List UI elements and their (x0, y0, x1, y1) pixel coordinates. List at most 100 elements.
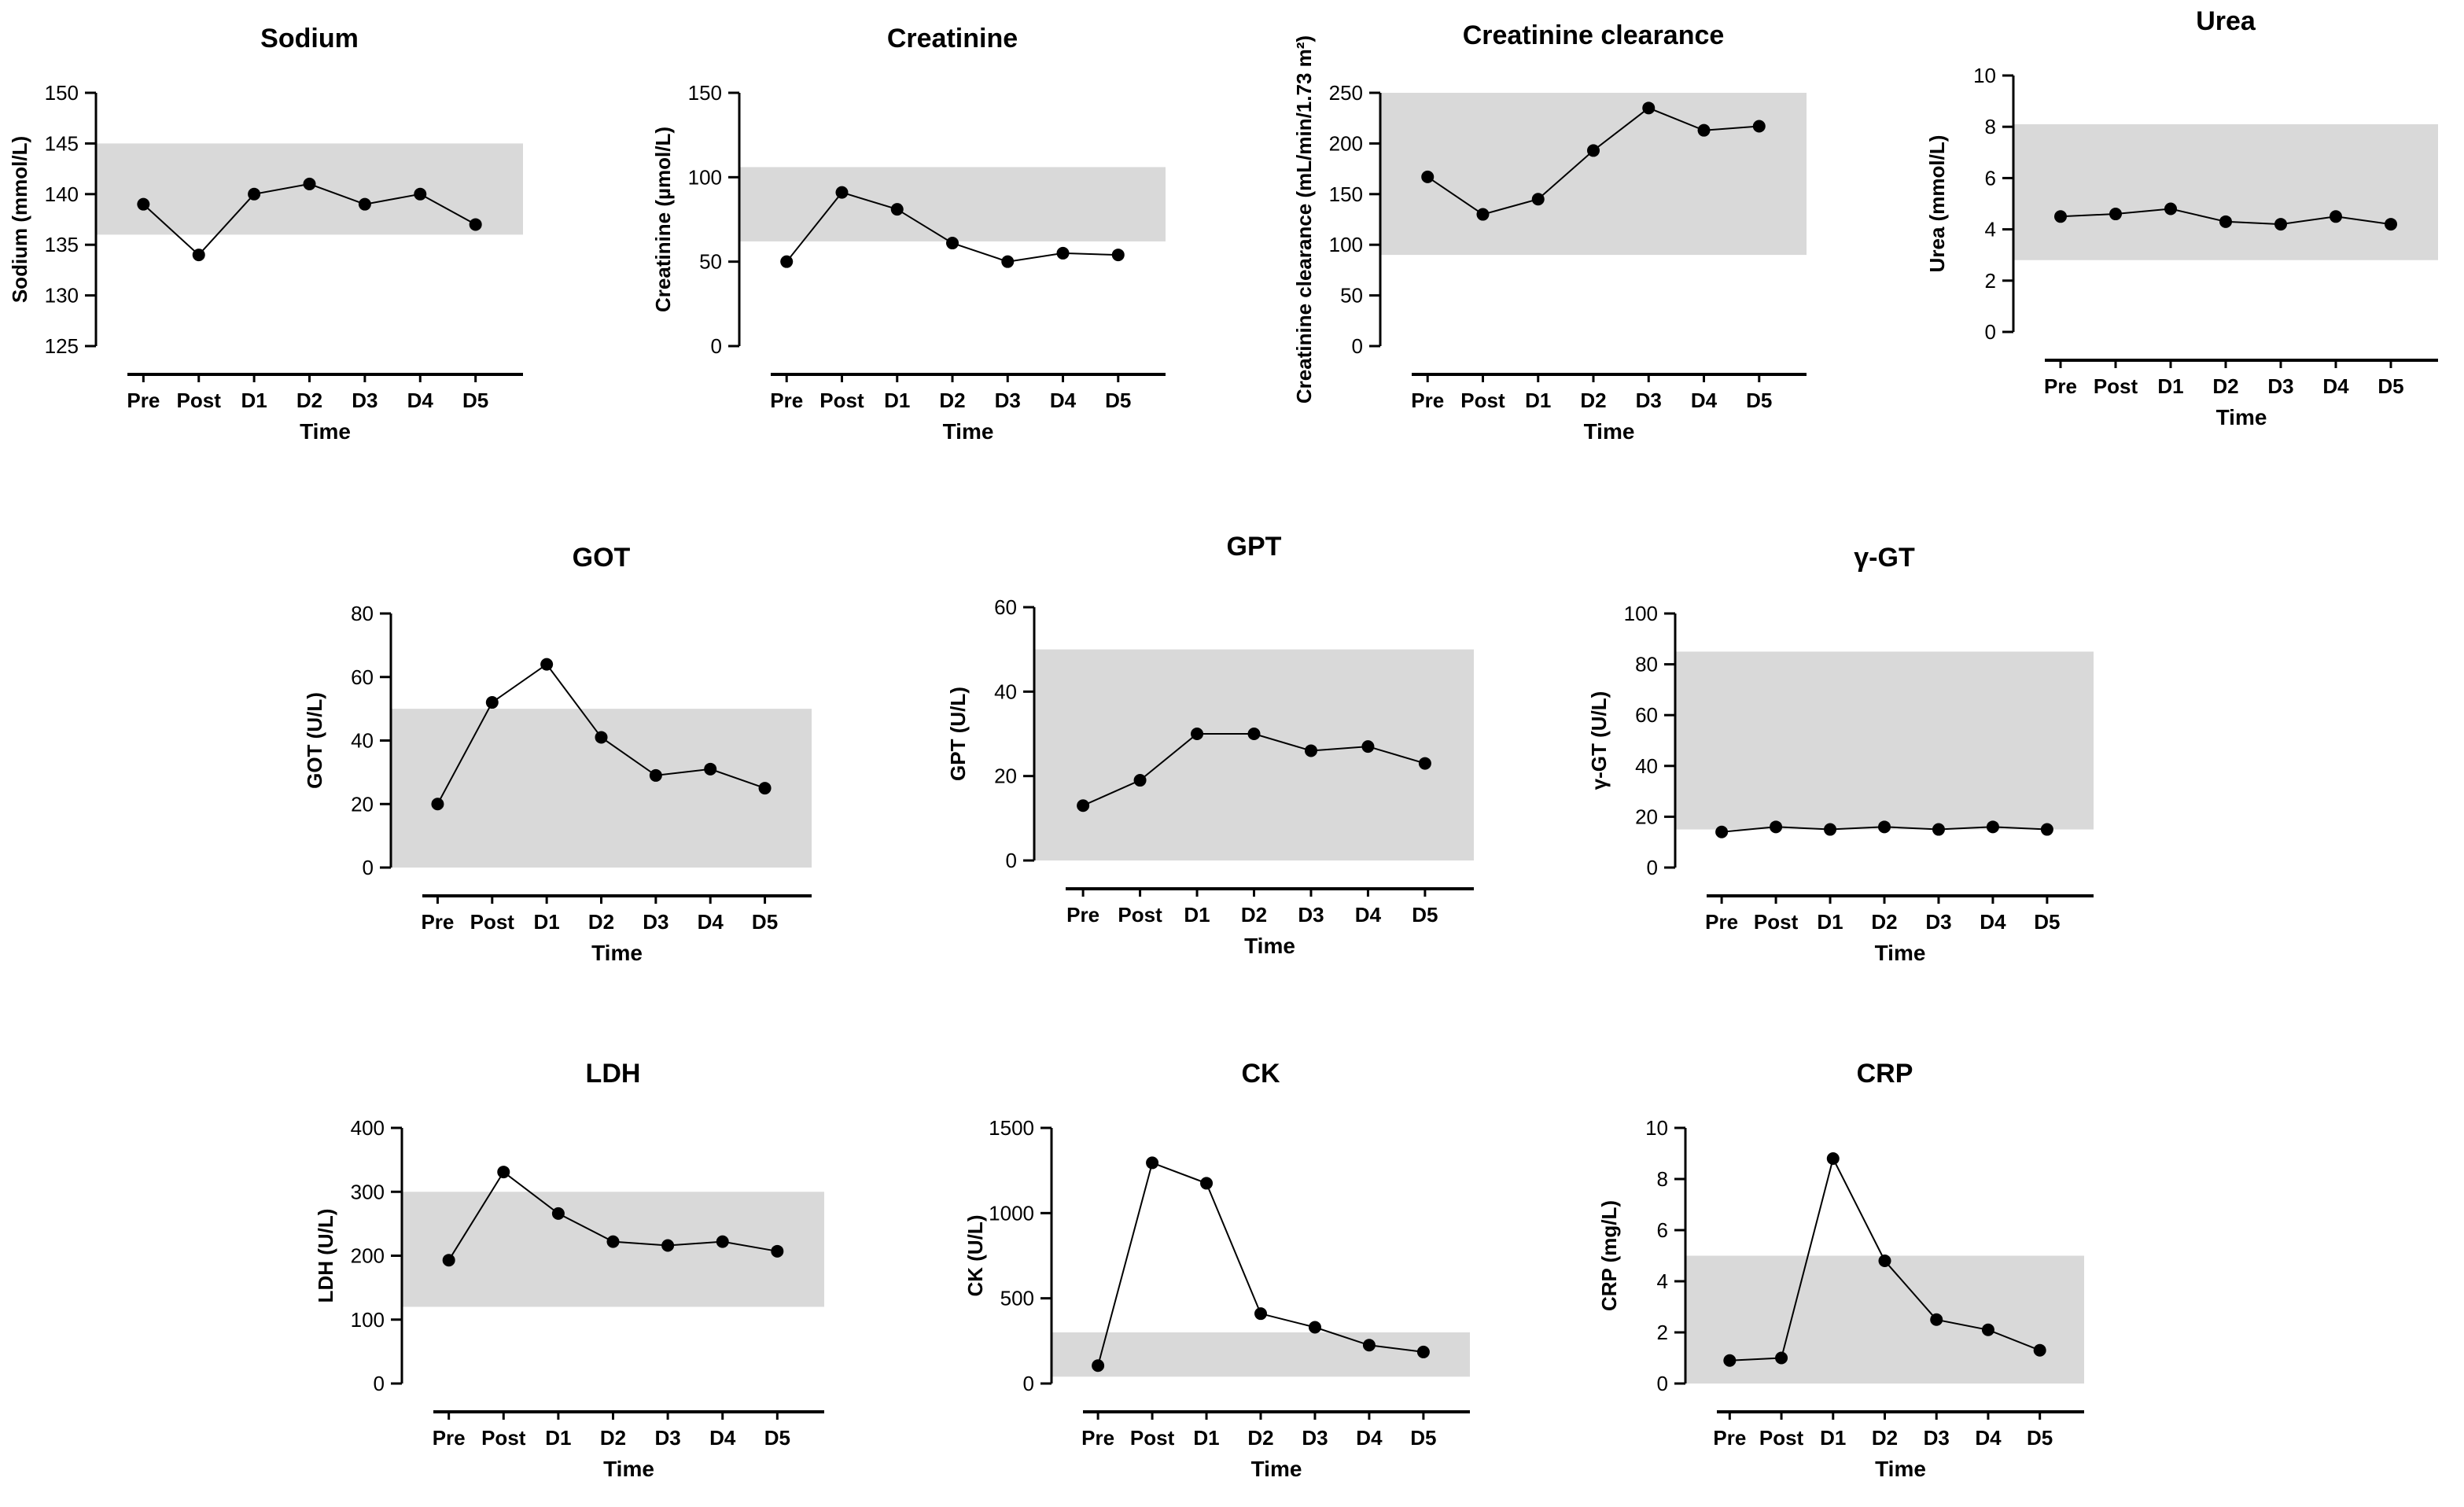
data-point (414, 187, 427, 201)
data-point (1001, 255, 1015, 268)
x-tick-label: D5 (752, 910, 778, 934)
data-point (137, 197, 150, 211)
x-tick-label: D4 (1975, 1426, 2002, 1450)
data-point (1932, 823, 1945, 836)
y-tick-label: 300 (351, 1180, 385, 1203)
data-point (661, 1239, 675, 1252)
y-tick-label: 0 (1006, 849, 1017, 872)
y-tick-label: 100 (1329, 233, 1363, 256)
y-tick-label: 60 (994, 595, 1017, 619)
x-axis-label: Time (1875, 941, 1926, 965)
data-point (303, 177, 316, 190)
x-tick-label: D2 (939, 389, 965, 412)
data-point (835, 186, 849, 199)
reference-range-band (1380, 93, 1807, 256)
reference-range-band (1675, 651, 2094, 830)
data-point (1247, 728, 1261, 740)
data-point (1421, 170, 1435, 183)
chart-ldh: 0 100 200 300 400 Pre Post D1 D2 D3 D4 D5 Time LDH (U… (314, 1059, 824, 1481)
x-tick-label: D2 (588, 910, 614, 934)
x-tick-label: D2 (1872, 1426, 1898, 1450)
chart-title: γ-GT (1854, 543, 1915, 573)
data-point (1416, 1345, 1430, 1358)
x-tick-label: D3 (1298, 903, 1324, 927)
data-point (595, 731, 608, 744)
data-point (2109, 208, 2122, 221)
data-point (2330, 210, 2342, 223)
chart-gpt: 0 20 40 60 Pre Post D1 D2 D3 D4 D5 Time GPT (U/L) GPT (946, 532, 1474, 958)
data-point (1775, 1351, 1788, 1365)
y-tick-label: 4 (1657, 1269, 1668, 1293)
y-axis-label: Sodium (mmol/L) (8, 136, 31, 303)
data-point (1254, 1307, 1267, 1321)
data-point (890, 203, 904, 216)
x-tick-label: D2 (1241, 903, 1267, 927)
data-point (1878, 1255, 1891, 1267)
x-tick-label: D3 (352, 389, 378, 412)
chart-got: 0 20 40 60 80 Pre Post D1 D2 D3 D4 D5 Time GOT (U/L) G… (303, 543, 812, 965)
data-point (2164, 202, 2177, 216)
x-tick-label: Post (1759, 1426, 1804, 1450)
x-tick-label: D4 (407, 389, 434, 412)
y-tick-label: 8 (1657, 1167, 1668, 1191)
data-point (780, 255, 794, 268)
chart-sodium: 125 130 135 140 145 150 Pre Post D1 D2 D3 D4 D5 Time S… (8, 24, 523, 444)
y-tick-label: 150 (45, 81, 79, 105)
data-point (1770, 820, 1783, 834)
x-tick-label: D5 (1412, 903, 1438, 927)
y-tick-label: 40 (1635, 754, 1658, 778)
x-tick-label: Post (1130, 1426, 1175, 1450)
x-tick-label: D1 (2157, 374, 2183, 398)
data-point (1752, 120, 1766, 133)
y-tick-label: 40 (994, 680, 1017, 703)
data-point (1362, 1339, 1376, 1352)
x-tick-label: D4 (1356, 1426, 1383, 1450)
y-tick-label: 50 (1340, 284, 1363, 308)
y-tick-label: 145 (45, 131, 79, 155)
chart-title: Sodium (260, 24, 359, 53)
y-axis-label: LDH (U/L) (314, 1209, 337, 1303)
x-tick-label: Pre (1411, 389, 1444, 412)
y-tick-label: 250 (1329, 81, 1363, 105)
data-point (704, 762, 717, 776)
chart-creatinine-clearance: 0 50 100 150 200 250 Pre Post D1 D2 D3 D4 D5 Time Crea… (1292, 20, 1807, 444)
y-tick-label: 200 (351, 1244, 385, 1268)
y-tick-label: 100 (351, 1308, 385, 1332)
x-tick-label: Pre (421, 910, 454, 934)
y-tick-label: 1000 (989, 1201, 1034, 1225)
y-tick-label: 0 (1352, 334, 1363, 358)
reference-range-band (402, 1192, 824, 1307)
x-tick-label: D1 (1193, 1426, 1219, 1450)
reference-range-band (739, 167, 1166, 241)
data-point (1930, 1313, 1943, 1326)
chart-title: LDH (586, 1059, 641, 1089)
y-axis-label: CK (U/L) (963, 1215, 987, 1297)
y-tick-label: 40 (351, 729, 374, 753)
x-tick-label: Post (1754, 910, 1799, 934)
data-point (1826, 1152, 1840, 1165)
data-point (1642, 101, 1656, 115)
y-axis-label: Urea (mmol/L) (1925, 135, 1949, 273)
x-tick-label: D2 (1247, 1426, 1273, 1450)
x-tick-label: D4 (709, 1426, 736, 1450)
x-tick-label: D2 (600, 1426, 626, 1450)
x-tick-label: Post (2094, 374, 2138, 398)
x-tick-label: Pre (1081, 1426, 1114, 1450)
y-axis-label: Creatinine clearance (mL/min/1.73 m²) (1292, 35, 1316, 403)
x-tick-label: Post (470, 910, 515, 934)
x-tick-label: D5 (1746, 389, 1772, 412)
x-tick-label: D4 (1050, 389, 1077, 412)
data-point (1191, 728, 1204, 740)
x-axis-label: Time (1875, 1457, 1926, 1481)
data-point (2054, 210, 2067, 223)
x-tick-label: Post (177, 389, 222, 412)
chart-title: Creatinine (887, 24, 1018, 53)
y-tick-label: 6 (1657, 1218, 1668, 1242)
x-tick-label: D3 (643, 910, 668, 934)
data-point (1304, 744, 1317, 757)
y-tick-label: 0 (363, 856, 374, 879)
y-tick-label: 60 (1635, 703, 1658, 727)
data-point (946, 237, 959, 250)
x-tick-label: D1 (1184, 903, 1210, 927)
y-tick-label: 10 (1645, 1116, 1668, 1140)
